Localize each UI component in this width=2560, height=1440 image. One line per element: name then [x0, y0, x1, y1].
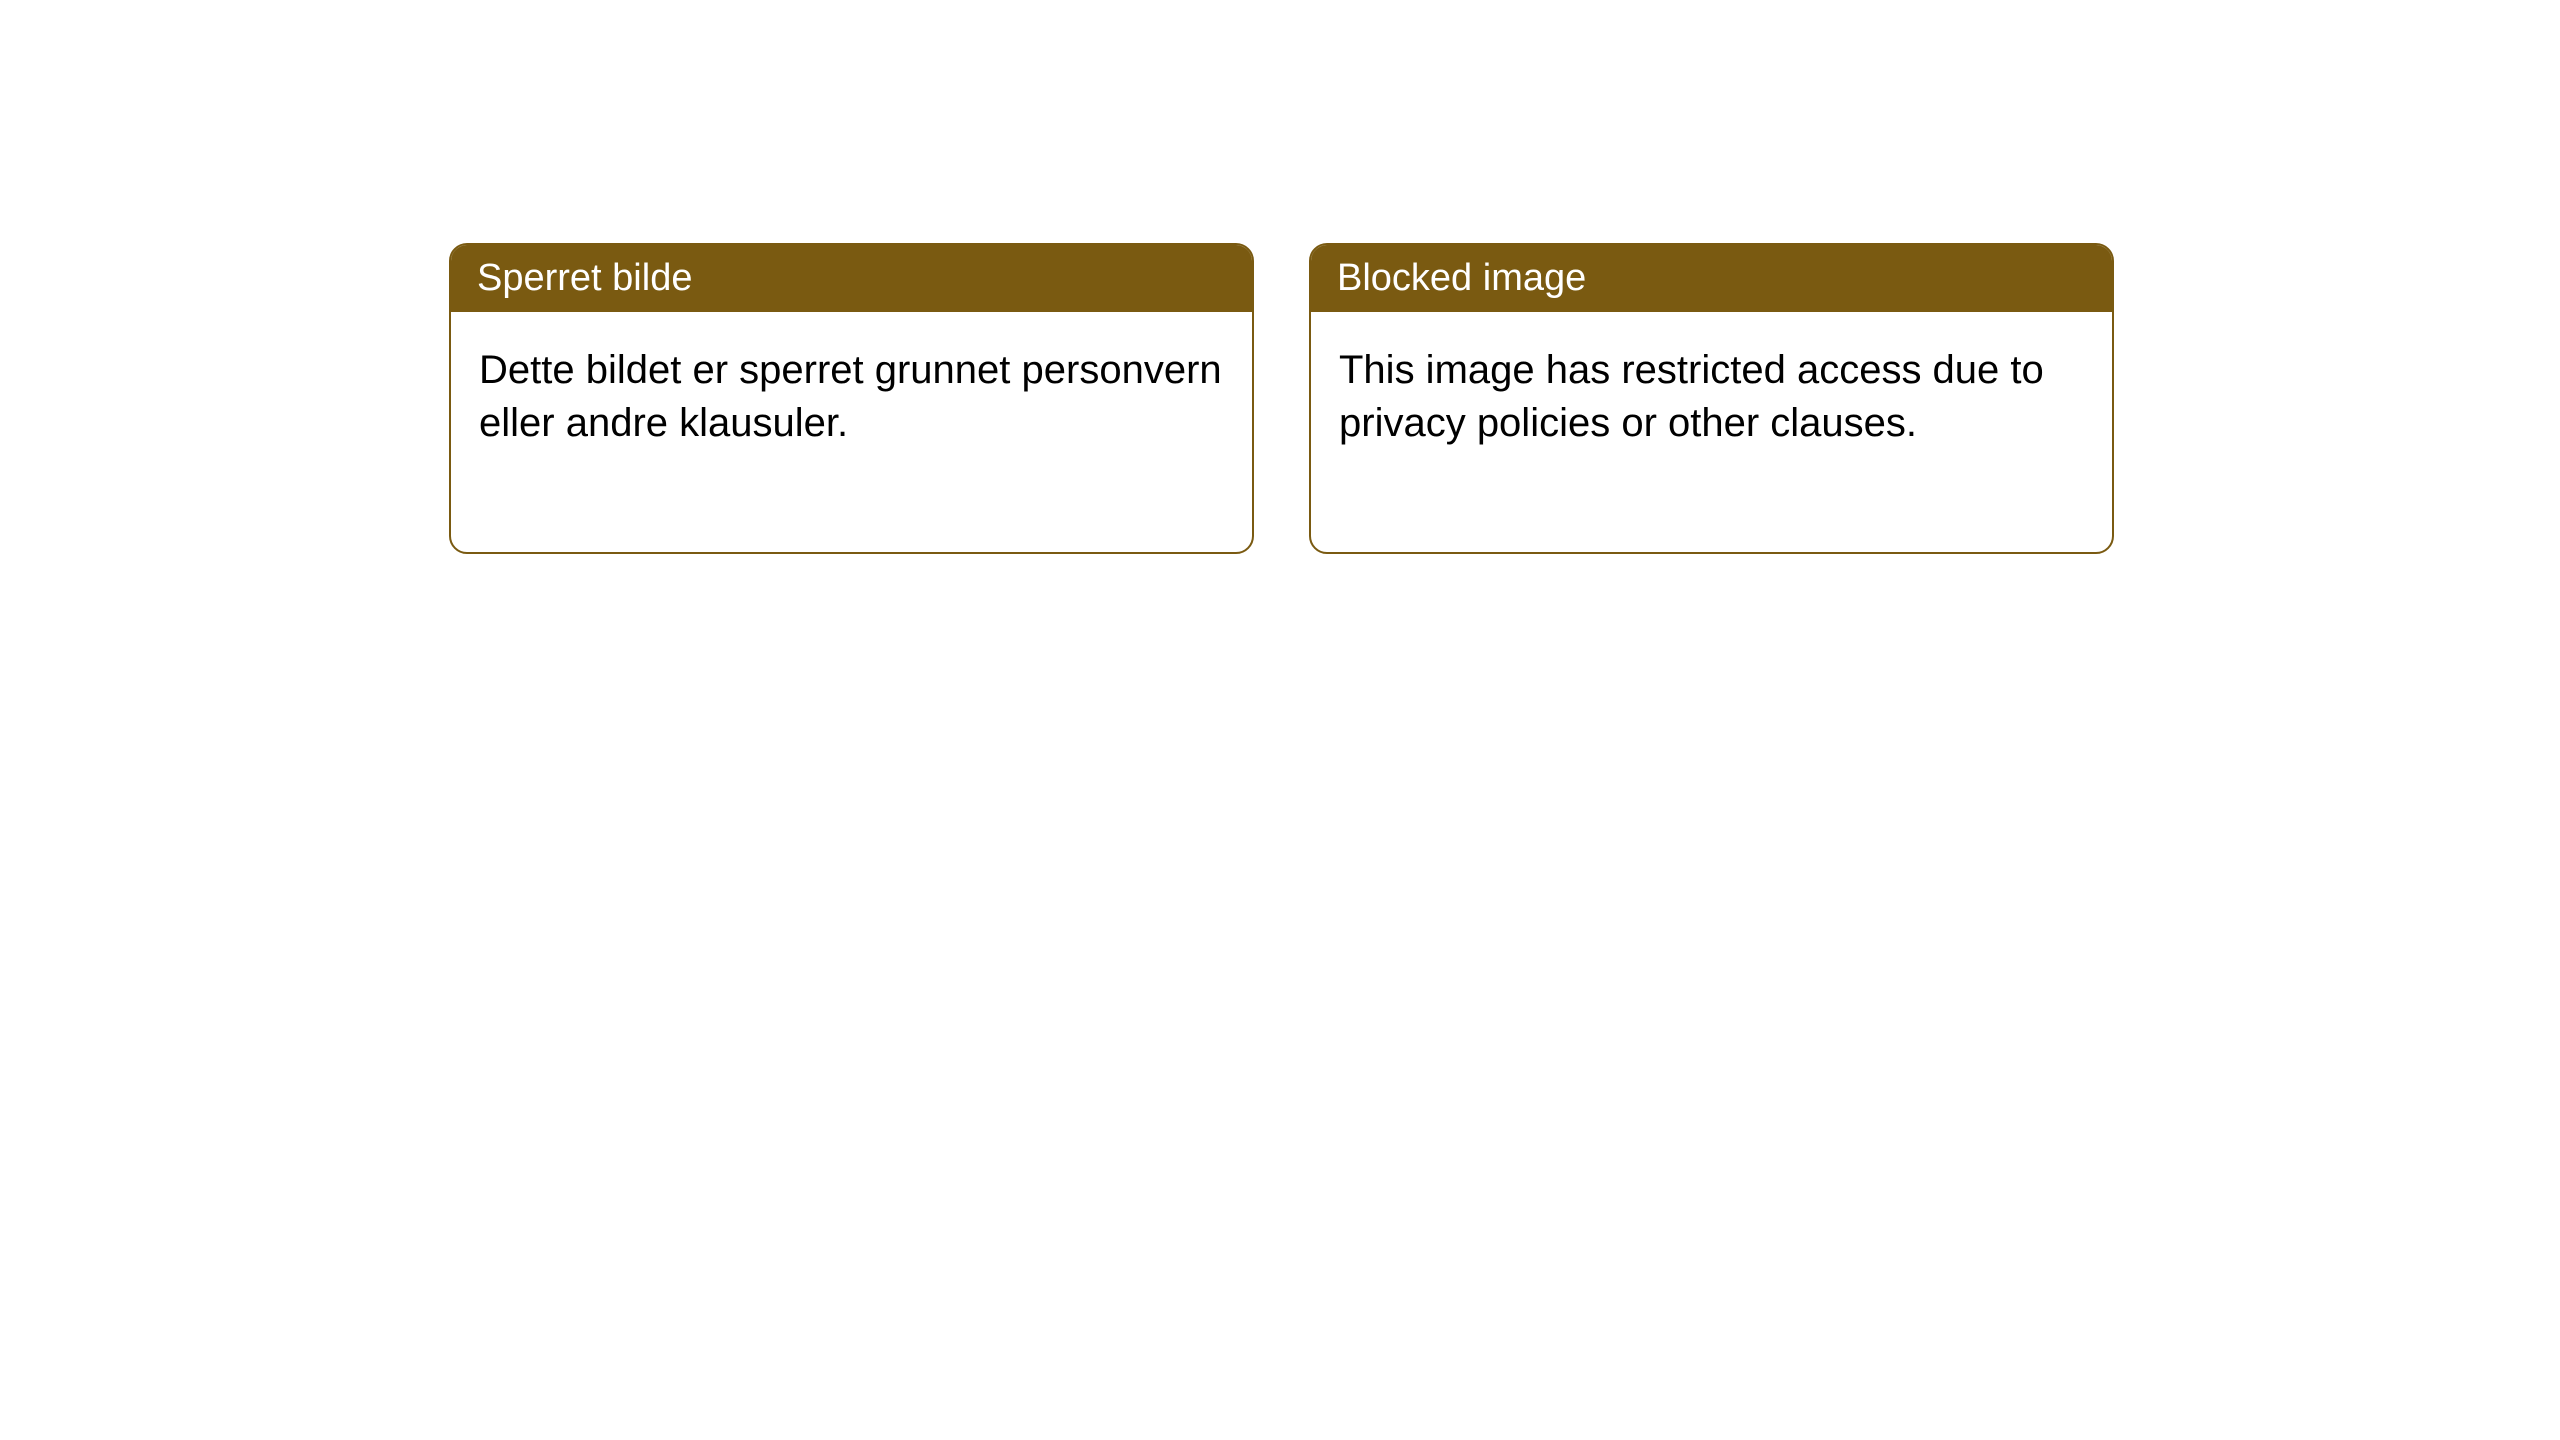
notice-body: Dette bildet er sperret grunnet personve…: [451, 312, 1252, 552]
notice-body: This image has restricted access due to …: [1311, 312, 2112, 552]
notice-header: Sperret bilde: [451, 245, 1252, 312]
notice-container: Sperret bilde Dette bildet er sperret gr…: [449, 243, 2114, 554]
notice-box-norwegian: Sperret bilde Dette bildet er sperret gr…: [449, 243, 1254, 554]
notice-header: Blocked image: [1311, 245, 2112, 312]
notice-box-english: Blocked image This image has restricted …: [1309, 243, 2114, 554]
